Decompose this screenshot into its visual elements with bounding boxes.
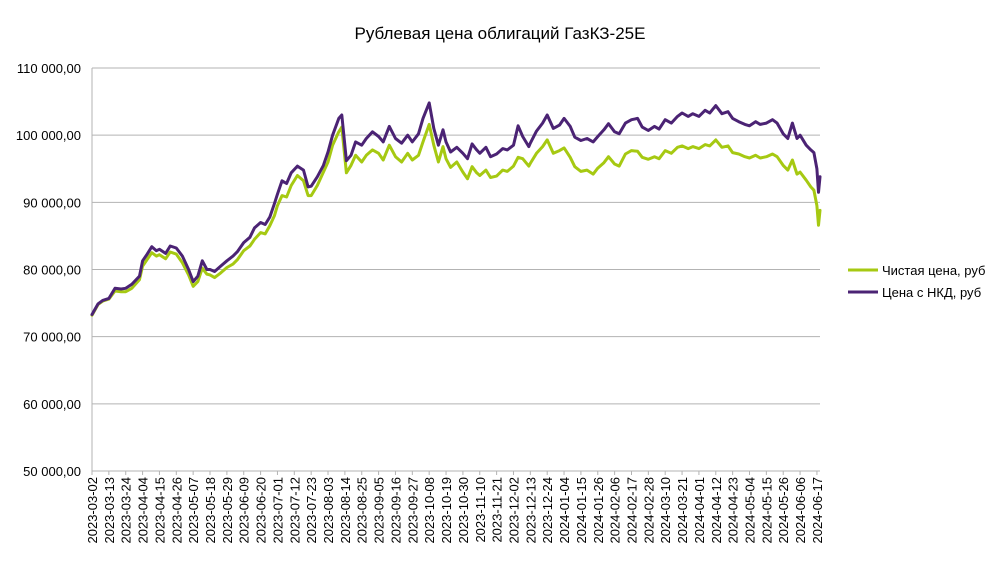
series-lines (90, 101, 822, 317)
legend-label-1: Чистая цена, руб (882, 263, 985, 278)
x-tick-label: 2023-12-24 (540, 477, 555, 544)
x-tick-label: 2023-04-04 (136, 477, 151, 544)
series-line-2 (90, 101, 822, 316)
x-tick-label: 2023-08-03 (321, 477, 336, 544)
x-tick-label: 2024-01-04 (557, 477, 572, 544)
x-tick-label: 2023-05-18 (203, 477, 218, 544)
y-tick-label: 50 000,00 (23, 464, 81, 479)
x-tick-label: 2023-07-01 (270, 477, 285, 544)
x-tick-label: 2024-05-04 (742, 477, 757, 544)
x-tick-label: 2023-07-23 (304, 477, 319, 544)
x-tick-label: 2023-11-21 (490, 477, 505, 543)
x-tick-label: 2023-06-09 (237, 477, 252, 544)
x-tick-label: 2024-01-26 (591, 477, 606, 544)
series-line-1 (90, 122, 822, 317)
x-tick-label: 2024-02-17 (624, 477, 639, 544)
x-tick-label: 2024-04-01 (692, 477, 707, 544)
x-tick-label: 2023-12-02 (506, 477, 521, 544)
x-tick-label: 2023-03-13 (102, 477, 117, 544)
x-tick-label: 2024-06-06 (793, 477, 808, 544)
x-tick-label: 2023-08-25 (355, 477, 370, 544)
x-tick-label: 2024-05-26 (776, 477, 791, 544)
x-tick-label: 2023-08-14 (338, 477, 353, 544)
x-tick-label: 2023-05-07 (186, 477, 201, 544)
x-tick-label: 2023-07-12 (287, 477, 302, 544)
y-tick-label: 80 000,00 (23, 263, 81, 278)
axes: 50 000,00 60 000,00 70 000,00 80 000,00 90 0… (16, 61, 825, 544)
y-tick-label: 90 000,00 (23, 195, 81, 210)
x-tick-label: 2023-09-27 (405, 477, 420, 544)
x-tick-label: 2023-05-29 (220, 477, 235, 544)
y-tick-label: 70 000,00 (23, 330, 81, 345)
x-tick-label: 2023-03-02 (85, 477, 100, 544)
x-tick-label: 2023-12-13 (523, 477, 538, 544)
x-tick-label: 2024-03-21 (675, 477, 690, 544)
x-tick-label: 2023-04-15 (152, 477, 167, 544)
x-tick-label: 2024-04-12 (709, 477, 724, 544)
x-tick-label: 2024-01-15 (574, 477, 589, 544)
x-tick-label: 2023-09-05 (372, 477, 387, 544)
legend: Чистая цена, руб Цена с НКД, руб (848, 263, 985, 300)
x-tick-label: 2023-11-10 (473, 477, 488, 543)
x-tick-label: 2023-09-16 (388, 477, 403, 544)
x-tick-label: 2024-02-06 (608, 477, 623, 544)
y-tick-label: 60 000,00 (23, 397, 81, 412)
x-tick-label: 2024-03-10 (658, 477, 673, 544)
x-tick-label: 2023-04-26 (169, 477, 184, 544)
legend-label-2: Цена с НКД, руб (882, 285, 981, 300)
y-tick-label: 100 000,00 (16, 128, 81, 143)
x-tick-label: 2023-03-24 (119, 477, 134, 544)
x-tick-label: 2024-04-23 (726, 477, 741, 544)
x-tick-label: 2024-05-15 (759, 477, 774, 544)
y-tick-label: 110 000,00 (17, 61, 81, 76)
x-tick-label: 2023-10-30 (456, 477, 471, 544)
x-tick-label: 2024-02-28 (641, 477, 656, 544)
chart-title: Рублевая цена облигаций ГазКЗ-25Е (354, 24, 646, 43)
x-tick-label: 2024-06-17 (810, 477, 825, 544)
x-tick-label: 2023-10-19 (439, 477, 454, 544)
x-tick-label: 2023-06-20 (254, 477, 269, 544)
x-tick-label: 2023-10-08 (422, 477, 437, 544)
